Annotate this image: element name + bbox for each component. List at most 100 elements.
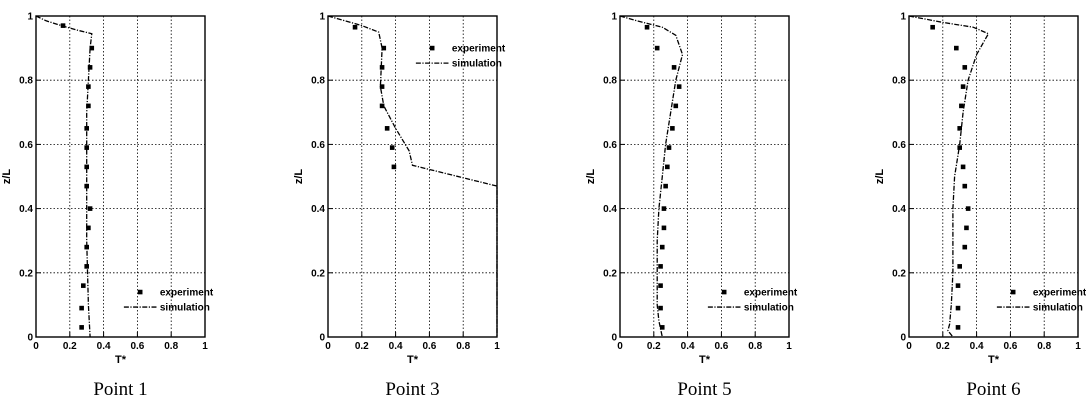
x-tick-label: 0.6 (1003, 341, 1017, 352)
y-tick-label: 0 (27, 333, 33, 344)
data-point-experiment (644, 24, 650, 30)
y-tick-label: 0 (319, 333, 325, 344)
data-point-experiment (962, 244, 968, 250)
data-point-experiment (661, 206, 667, 211)
data-point-experiment (955, 283, 961, 288)
chart-panel-1: 0 0.2 0.4 0.6 0.8 1 0 0.2 0.4 0.6 0.8 1 T* z/L experim… (1, 12, 214, 401)
legend-label-simulation: simulation (452, 59, 502, 70)
data-point-experiment (954, 45, 959, 51)
data-point-experiment (84, 264, 89, 269)
data-point-experiment (661, 225, 667, 231)
x-tick-label: 0.8 (164, 341, 178, 352)
data-point-experiment (84, 183, 89, 189)
data-point-experiment (659, 244, 665, 250)
data-point-experiment (957, 126, 962, 131)
data-point-experiment (86, 225, 91, 231)
y-axis-label: z/L (293, 169, 305, 185)
data-point-experiment (665, 164, 670, 170)
x-axis-label: T* (988, 354, 1000, 366)
legend-label-experiment: experiment (1033, 288, 1086, 299)
data-point-experiment (87, 65, 93, 70)
data-point-experiment (964, 225, 969, 231)
data-point-experiment (658, 283, 663, 288)
x-tick-label: 0.4 (970, 341, 984, 352)
panel-caption: Point 6 (966, 379, 1020, 400)
x-tick-label: 1 (1075, 341, 1081, 352)
x-axis-label: T* (407, 354, 419, 366)
y-tick-label: 0 (900, 333, 906, 344)
panel-caption: Point 3 (385, 379, 439, 400)
x-tick-label: 0 (906, 341, 912, 352)
y-tick-label: 0.8 (892, 76, 906, 87)
legend-label-simulation: simulation (744, 303, 794, 314)
y-tick-label: 1 (27, 12, 33, 23)
data-point-experiment (676, 84, 682, 89)
data-point-experiment (391, 164, 397, 170)
y-tick-label: 0.4 (603, 204, 617, 215)
x-tick-label: 0.6 (714, 341, 728, 352)
y-axis-label: z/L (1, 169, 13, 185)
data-point-experiment (381, 45, 387, 51)
legend-label-experiment: experiment (744, 288, 798, 299)
y-tick-label: 0.2 (19, 268, 33, 279)
x-tick-label: 0.2 (355, 341, 369, 352)
legend-label-experiment: experiment (452, 44, 506, 55)
y-tick-label: 1 (900, 12, 906, 23)
data-point-experiment (957, 264, 962, 269)
data-point-experiment (658, 264, 663, 269)
x-tick-label: 0.2 (647, 341, 661, 352)
data-point-experiment (81, 283, 86, 288)
plot-frame (619, 15, 790, 338)
y-axis-label: z/L (874, 169, 886, 185)
plot-frame (35, 15, 206, 338)
chart-panel-4: 0 0.2 0.4 0.6 0.8 1 0 0.2 0.4 0.6 0.8 1 T* z/L experim… (874, 12, 1086, 401)
data-point-experiment (84, 126, 89, 131)
legend-marker-experiment (1010, 289, 1016, 295)
x-tick-label: 0 (617, 341, 623, 352)
y-axis-label: z/L (585, 169, 597, 185)
x-tick-label: 0.8 (456, 341, 470, 352)
y-tick-label: 0 (611, 333, 617, 344)
series-line-simulation (619, 15, 684, 338)
y-tick-label: 0.4 (19, 204, 33, 215)
y-tick-label: 1 (319, 12, 325, 23)
y-tick-label: 0.2 (311, 268, 325, 279)
legend-label-simulation: simulation (1033, 303, 1083, 314)
x-tick-label: 0.8 (748, 341, 762, 352)
data-point-experiment (379, 103, 385, 109)
data-point-experiment (87, 206, 93, 211)
data-point-experiment (352, 24, 358, 30)
series-line-simulation (908, 15, 990, 338)
data-point-experiment (86, 103, 91, 109)
legend-marker-experiment (721, 289, 727, 295)
data-point-experiment (960, 84, 966, 89)
y-tick-label: 0.6 (892, 140, 906, 151)
x-tick-label: 0.4 (681, 341, 695, 352)
data-point-experiment (379, 65, 385, 70)
panel-caption: Point 1 (93, 379, 147, 400)
data-point-experiment (962, 65, 968, 70)
data-point-experiment (79, 325, 84, 330)
legend-marker-experiment (429, 45, 435, 51)
data-point-experiment (955, 325, 961, 330)
y-tick-label: 0.4 (892, 204, 906, 215)
data-point-experiment (965, 206, 971, 211)
x-tick-label: 0.4 (389, 341, 403, 352)
data-point-experiment (654, 45, 660, 51)
x-tick-label: 0 (33, 341, 39, 352)
x-axis-label: T* (115, 354, 127, 366)
x-tick-label: 0 (325, 341, 331, 352)
x-tick-label: 0.2 (63, 341, 77, 352)
x-tick-label: 1 (494, 341, 500, 352)
y-tick-label: 0.8 (311, 76, 325, 87)
chart-panel-3: 0 0.2 0.4 0.6 0.8 1 0 0.2 0.4 0.6 0.8 1 T* z/L experim… (585, 12, 798, 401)
legend-label-simulation: simulation (160, 303, 210, 314)
chart-panel-2: 0 0.2 0.4 0.6 0.8 1 0 0.2 0.4 0.6 0.8 1 T* z/L experim… (293, 12, 506, 401)
y-tick-label: 0.8 (19, 76, 33, 87)
y-tick-label: 0.6 (19, 140, 33, 151)
data-point-experiment (962, 183, 968, 189)
plot-frame (327, 15, 498, 338)
data-point-experiment (960, 164, 966, 170)
data-point-experiment (670, 126, 675, 131)
data-point-experiment (663, 183, 668, 189)
